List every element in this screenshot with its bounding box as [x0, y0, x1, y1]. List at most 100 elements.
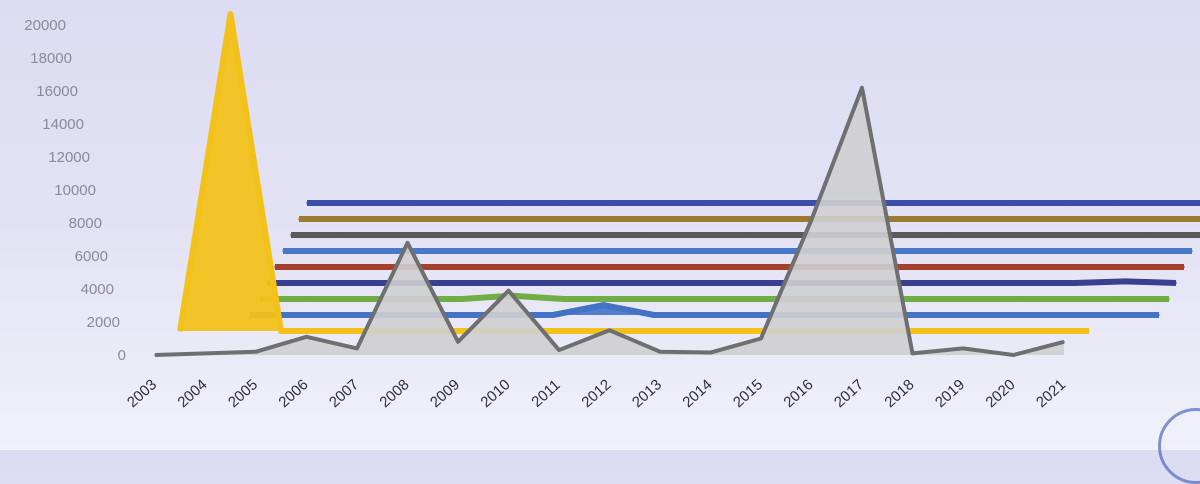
series-3-point: [713, 298, 715, 300]
series-2-point: [602, 304, 604, 306]
series-2-point: [451, 314, 453, 316]
series-2-point: [703, 314, 705, 316]
series-7-point: [694, 234, 696, 236]
series-0-point: [760, 337, 762, 339]
series-4-point: [922, 282, 924, 284]
series-7-point: [1047, 234, 1049, 236]
series-4-point: [1124, 280, 1126, 282]
series-4-point: [1074, 282, 1076, 284]
series-5-point: [1082, 266, 1084, 268]
series-8-point: [803, 218, 805, 220]
series-1-point: [1088, 330, 1090, 332]
series-7-point: [441, 234, 443, 236]
series-1-point: [987, 330, 989, 332]
x-tick-label: 2011: [528, 377, 563, 411]
series-2-point: [1006, 314, 1008, 316]
series-9: [306, 202, 1200, 204]
series-5-point: [324, 266, 326, 268]
series-0-point: [305, 336, 307, 338]
series-4-point: [316, 282, 318, 284]
series-1-point: [229, 13, 231, 15]
series-9-point: [912, 202, 914, 204]
series-2-point: [299, 314, 301, 316]
series-4-point: [468, 282, 470, 284]
series-1-point: [734, 330, 736, 332]
series-0-point: [962, 347, 964, 349]
x-tick-label: 2014: [679, 376, 715, 411]
series-7-point: [946, 234, 948, 236]
series-6-point: [484, 250, 486, 252]
series-8-point: [500, 218, 502, 220]
series-1-point: [583, 330, 585, 332]
series-0-point: [911, 352, 913, 354]
series-1-point: [633, 330, 635, 332]
series-5-point: [627, 266, 629, 268]
series-6: [282, 250, 1193, 252]
series-6-point: [332, 250, 334, 252]
series-9-point: [1114, 202, 1116, 204]
series-0-point: [1012, 354, 1014, 356]
series-0-point: [709, 351, 711, 353]
series-6-point: [1140, 250, 1142, 252]
y-tick-label: 16000: [36, 83, 78, 100]
series-7-point: [290, 234, 292, 236]
series-1-point: [280, 330, 282, 332]
series-6-point: [787, 250, 789, 252]
series-0-point: [1063, 341, 1065, 343]
series-7: [290, 234, 1200, 236]
series-8-point: [904, 218, 906, 220]
series-7-point: [1098, 234, 1100, 236]
series-0-point: [608, 329, 610, 331]
series-0-point: [558, 349, 560, 351]
series-9-point: [508, 202, 510, 204]
series-0-point: [356, 347, 358, 349]
series-3-point: [764, 298, 766, 300]
series-0-point: [507, 289, 509, 291]
series-7-point: [643, 234, 645, 236]
series-3-point: [562, 298, 564, 300]
x-tick-label: 2017: [831, 376, 867, 411]
series-5-point: [1031, 266, 1033, 268]
series-6-point: [686, 250, 688, 252]
series-8-point: [1106, 218, 1108, 220]
series-8: [298, 218, 1200, 220]
series-2-point: [350, 314, 352, 316]
series-0-point: [810, 219, 812, 221]
y-tick-label: 20000: [24, 17, 66, 34]
x-tick-label: 2018: [881, 376, 917, 411]
series-7-point: [744, 234, 746, 236]
series-4-point: [670, 282, 672, 284]
series-3-point: [612, 298, 614, 300]
x-tick-label: 2012: [578, 376, 614, 411]
series-5-point: [678, 266, 680, 268]
series-2-point: [754, 314, 756, 316]
series-6-point: [938, 250, 940, 252]
series-8-point: [399, 218, 401, 220]
series-6-point: [989, 250, 991, 252]
series-1-point: [330, 330, 332, 332]
series-3-point: [309, 298, 311, 300]
x-tick-label: 2006: [275, 376, 311, 411]
series-5-point: [425, 266, 427, 268]
x-tick-label: 2005: [225, 376, 261, 411]
y-tick-label: 4000: [81, 281, 114, 298]
series-2-point: [956, 314, 958, 316]
series-5-point: [779, 266, 781, 268]
chart: 0200040006000800010000120001400016000180…: [0, 0, 1200, 450]
x-tick-label: 2015: [730, 376, 766, 411]
series-5-point: [728, 266, 730, 268]
series-6-point: [736, 250, 738, 252]
y-tick-label: 2000: [87, 314, 120, 331]
series-0-point: [457, 341, 459, 343]
series-8-point: [298, 218, 300, 220]
series-8-point: [752, 218, 754, 220]
y-tick-label: 10000: [54, 182, 96, 199]
series-1-point: [684, 330, 686, 332]
x-tick-label: 2007: [326, 376, 362, 411]
series-3-point: [1168, 298, 1170, 300]
series-5-point: [981, 266, 983, 268]
series-3-point: [1117, 298, 1119, 300]
series-2-point: [552, 314, 554, 316]
y-tick-label: 18000: [30, 50, 72, 67]
